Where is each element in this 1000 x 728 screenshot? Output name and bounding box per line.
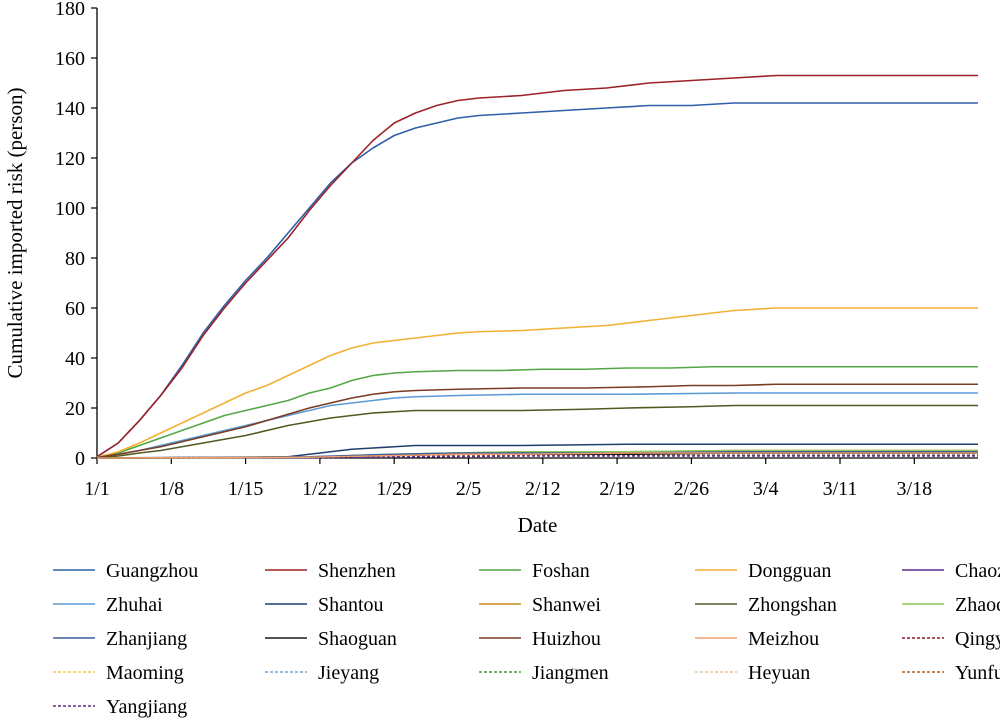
x-tick-label: 2/12 <box>525 478 561 500</box>
y-tick-label: 120 <box>55 148 85 170</box>
series-line-zhuhai <box>96 392 978 459</box>
x-tick-label: 1/1 <box>84 478 110 500</box>
legend-item-heyuan: Heyuan <box>695 662 810 684</box>
legend-item-yunfu: Yunfu <box>902 662 1000 684</box>
x-tick-label: 1/29 <box>376 478 412 500</box>
series-line-huizhou <box>96 383 978 459</box>
series-layer <box>96 74 978 459</box>
legend-label: Shaoguan <box>318 628 397 650</box>
legend-item-huizhou: Huizhou <box>479 628 601 650</box>
legend-label: Heyuan <box>748 662 810 684</box>
legend-label: Zhanjiang <box>106 628 187 650</box>
x-axis-title: Date <box>518 513 558 537</box>
y-axis-title: Cumulative imported risk (person) <box>3 87 27 378</box>
legend-item-shantou: Shantou <box>265 594 384 616</box>
legend-item-guangzhou: Guangzhou <box>53 560 198 582</box>
legend-item-maoming: Maoming <box>53 662 184 684</box>
legend-label: Guangzhou <box>106 560 198 582</box>
y-tick-label: 0 <box>75 448 85 470</box>
legend: Guangzhou Shenzhen Foshan Dongguan Chaozhou Z… <box>53 560 1000 718</box>
legend-label: Yangjiang <box>106 696 187 718</box>
legend-label: Huizhou <box>532 628 601 650</box>
x-tick-label: 2/5 <box>456 478 482 500</box>
x-tick-label: 3/4 <box>753 478 779 500</box>
y-tick-label: 180 <box>55 0 85 20</box>
x-tick-label: 1/22 <box>302 478 338 500</box>
legend-item-chaozhou: Chaozhou <box>902 560 1000 582</box>
legend-item-shenzhen: Shenzhen <box>265 560 396 582</box>
legend-label: Zhongshan <box>748 594 837 616</box>
legend-label: Shenzhen <box>318 560 396 582</box>
axes: 0 20 40 60 80 100 120 140 160 180 1/1 1/8 1/15 1/22 1/… <box>55 0 978 500</box>
legend-item-zhanjiang: Zhanjiang <box>53 628 187 650</box>
legend-label: Yunfu <box>955 662 1000 684</box>
legend-item-dongguan: Dongguan <box>695 560 831 582</box>
legend-label: Zhaoqing <box>955 594 1000 616</box>
series-line-foshan <box>96 365 978 459</box>
legend-label: Jieyang <box>318 662 379 684</box>
y-tick-label: 60 <box>65 298 85 320</box>
legend-label: Zhuhai <box>106 594 163 616</box>
x-tick-label: 2/19 <box>599 478 635 500</box>
legend-item-shanwei: Shanwei <box>479 594 601 616</box>
y-tick-label: 160 <box>55 48 85 70</box>
x-tick-label: 1/8 <box>159 478 185 500</box>
x-tick-label: 3/18 <box>897 478 933 500</box>
y-tick-label: 40 <box>65 348 85 370</box>
y-tick-label: 80 <box>65 248 85 270</box>
y-tick-label: 20 <box>65 398 85 420</box>
legend-item-zhaoqing: Zhaoqing <box>902 594 1000 616</box>
series-line-meizhou <box>96 452 978 459</box>
series-line-guangzhou <box>96 102 978 458</box>
legend-item-yangjiang: Yangjiang <box>53 696 187 718</box>
legend-label: Maoming <box>106 662 184 684</box>
legend-item-shaoguan: Shaoguan <box>265 628 397 650</box>
legend-item-foshan: Foshan <box>479 560 590 582</box>
legend-item-zhongshan: Zhongshan <box>695 594 837 616</box>
legend-label: Shantou <box>318 594 384 616</box>
x-tick-label: 1/15 <box>228 478 264 500</box>
series-line-dongguan <box>96 307 978 459</box>
x-tick-label: 2/26 <box>674 478 710 500</box>
legend-label: Jiangmen <box>532 662 609 684</box>
legend-label: Qingyuan <box>955 628 1000 650</box>
legend-item-qingyuan: Qingyuan <box>902 628 1000 650</box>
legend-item-jieyang: Jieyang <box>265 662 379 684</box>
series-line-shenzhen <box>96 74 978 458</box>
legend-label: Meizhou <box>748 628 819 650</box>
legend-label: Foshan <box>532 560 590 582</box>
y-tick-label: 140 <box>55 98 85 120</box>
legend-item-meizhou: Meizhou <box>695 628 819 650</box>
legend-item-zhuhai: Zhuhai <box>53 594 163 616</box>
legend-item-jiangmen: Jiangmen <box>479 662 609 684</box>
y-tick-label: 100 <box>55 198 85 220</box>
legend-label: Shanwei <box>532 594 601 616</box>
series-line-shantou <box>96 443 978 459</box>
legend-label: Dongguan <box>748 560 831 582</box>
x-tick-label: 3/11 <box>823 478 858 500</box>
legend-label: Chaozhou <box>955 560 1000 582</box>
series-line-zhongshan <box>96 404 978 459</box>
